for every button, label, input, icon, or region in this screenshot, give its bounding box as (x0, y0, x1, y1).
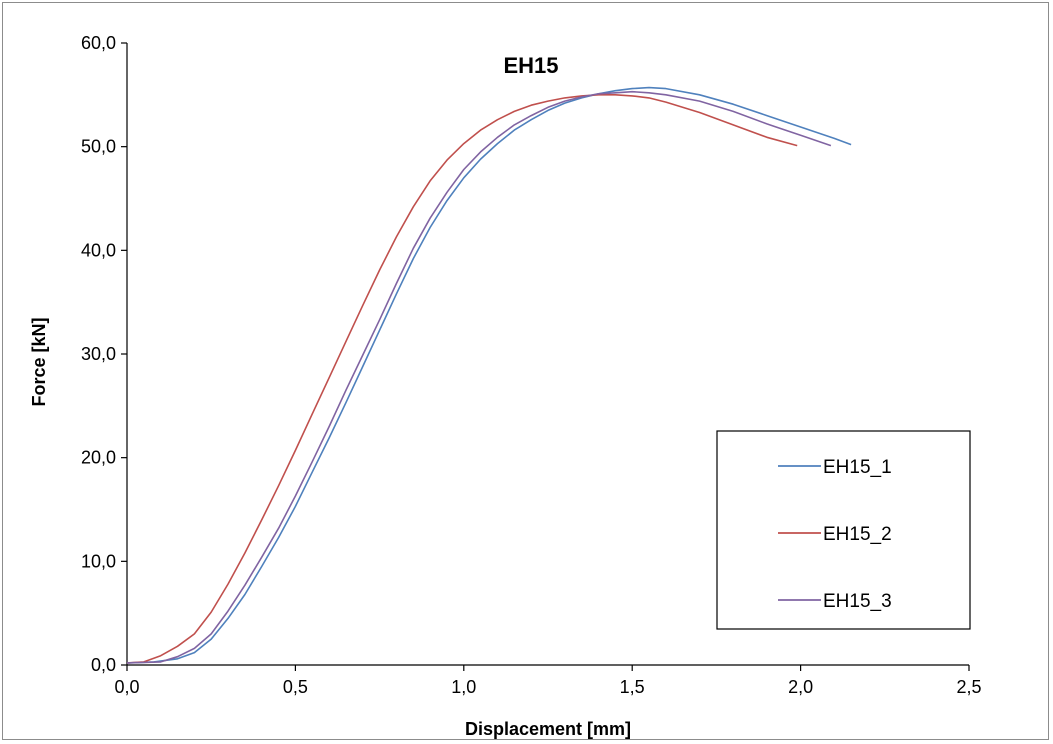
y-tick-label: 0,0 (91, 655, 116, 675)
y-tick-label: 40,0 (81, 240, 116, 260)
legend-box (716, 430, 971, 630)
legend-label: EH15_1 (823, 457, 892, 478)
legend-label: EH15_2 (823, 524, 892, 545)
series-line-eh15-1 (126, 86, 852, 664)
x-tick-label: 2,5 (956, 677, 981, 697)
x-tick-label: 2,0 (788, 677, 813, 697)
x-axis-title: Displacement [mm] (465, 719, 631, 739)
y-tick-label: 50,0 (81, 137, 116, 157)
legend-label: EH15_3 (823, 591, 892, 612)
x-tick-label: 0,0 (114, 677, 139, 697)
x-tick-label: 0,5 (283, 677, 308, 697)
y-tick-label: 30,0 (81, 344, 116, 364)
series-layer (126, 86, 852, 664)
legend: EH15_1 EH15_2 EH15_3 (716, 430, 971, 630)
axes: 0,0 10,0 20,0 30,0 40,0 50,0 60,0 0,0 0,5 1,0 1,5 2… (81, 33, 982, 697)
chart-title: EH15 (503, 53, 558, 78)
series-line-eh15-3 (126, 90, 832, 664)
y-axis-title: Force [kN] (29, 317, 49, 406)
series-line-eh15-2 (126, 94, 798, 664)
y-tick-label: 60,0 (81, 33, 116, 53)
y-tick-label: 20,0 (81, 448, 116, 468)
line-chart: 0,0 10,0 20,0 30,0 40,0 50,0 60,0 0,0 0,5 1,0 1,5 2… (29, 33, 982, 739)
y-tick-label: 10,0 (81, 551, 116, 571)
x-tick-label: 1,0 (451, 677, 476, 697)
x-tick-label: 1,5 (620, 677, 645, 697)
